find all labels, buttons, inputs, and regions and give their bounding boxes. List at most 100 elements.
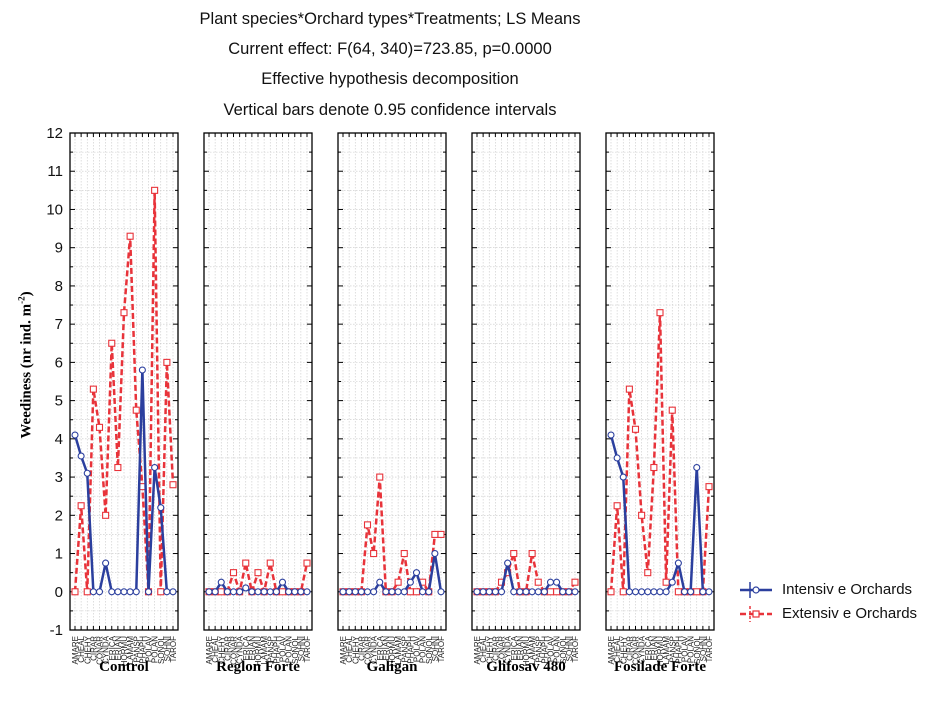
data-point-extensive	[229, 569, 238, 577]
data-point-intensive	[157, 504, 165, 512]
data-point-intensive	[260, 588, 268, 596]
x-tick-label: SONOL	[425, 635, 434, 664]
data-point-intensive	[376, 578, 384, 586]
legend-swatch-extensive	[740, 606, 772, 622]
x-tick-label: ERIAN	[650, 636, 659, 661]
data-point-extensive	[120, 309, 128, 317]
x-tick-label: ERICA	[108, 635, 117, 660]
x-tick-label: CHEHY	[485, 635, 494, 664]
x-tick-label: AMARE	[339, 636, 348, 664]
x-tick-label: SONOL	[559, 635, 568, 664]
x-tick-label: ERICA	[644, 635, 653, 660]
data-point-intensive	[437, 588, 445, 596]
title-line-4: Vertical bars denote 0.95 confidence int…	[223, 101, 557, 119]
data-point-intensive	[370, 588, 378, 596]
data-point-intensive	[528, 588, 536, 596]
data-point-extensive	[613, 502, 621, 510]
x-tick-label: SOHNI	[565, 636, 574, 661]
data-point-extensive	[363, 521, 372, 529]
x-tick-label: ERICA	[242, 635, 251, 660]
data-point-extensive	[157, 588, 165, 596]
y-tick-label: 3	[55, 469, 63, 486]
x-tick-label: PANSP	[400, 636, 409, 663]
x-tick-label: CYNDA	[236, 635, 245, 664]
x-tick-label: CONAR	[96, 636, 105, 665]
data-point-extensive	[571, 578, 579, 586]
x-tick-label: POLAN	[285, 636, 294, 663]
data-point-intensive	[705, 588, 713, 596]
x-tick-label: CHEHY	[217, 635, 226, 664]
data-point-intensive	[504, 559, 512, 567]
data-point-extensive	[644, 569, 652, 577]
data-point-extensive	[619, 588, 627, 596]
x-tick-label: CYNDA	[102, 635, 111, 664]
data-point-intensive	[285, 588, 293, 596]
x-tick-label: PHAPH	[406, 636, 415, 664]
data-point-intensive	[388, 588, 396, 596]
data-point-intensive	[540, 588, 548, 596]
data-point-extensive	[254, 569, 262, 577]
x-tick-label: PHAPH	[674, 636, 683, 664]
data-point-intensive	[102, 559, 110, 567]
legend-item-extensive: Extensiv e Orchards	[738, 602, 917, 626]
y-tick-label: 1	[55, 546, 63, 563]
x-tick-label: ERICA	[510, 635, 519, 660]
data-point-extensive	[638, 511, 646, 519]
x-tick-label: CHEAL	[345, 635, 354, 662]
x-tick-label: SOHNI	[297, 636, 306, 661]
data-point-intensive	[431, 549, 439, 558]
data-point-extensive	[510, 549, 518, 558]
data-point-intensive	[491, 588, 499, 596]
data-point-intensive	[497, 588, 506, 596]
y-tick-label: -1	[50, 622, 63, 639]
x-tick-label: ERIAN	[516, 636, 525, 661]
x-tick-label: SOHNI	[163, 636, 172, 661]
x-tick-label: CHEAL	[479, 635, 488, 662]
data-point-intensive	[613, 454, 621, 462]
legend-item-intensive: Intensiv e Orchards	[738, 578, 917, 602]
x-tick-label: TAROF	[437, 636, 446, 663]
data-point-intensive	[132, 588, 140, 596]
data-point-intensive	[400, 588, 408, 596]
data-point-extensive	[102, 511, 110, 519]
x-tick-label: POLAV	[413, 635, 422, 662]
data-point-extensive	[546, 588, 555, 596]
x-tick-label: POLAN	[151, 636, 160, 663]
data-point-extensive	[674, 588, 682, 596]
data-point-intensive	[89, 588, 97, 596]
data-point-intensive	[625, 588, 633, 596]
data-point-intensive	[510, 588, 518, 596]
x-tick-label: CIRAR	[89, 636, 98, 661]
data-point-intensive	[412, 569, 421, 577]
panel-label: Control	[99, 659, 149, 675]
legend: Intensiv e Orchards Extensiv e Orchards	[738, 578, 917, 626]
x-tick-label: ERIAN	[382, 636, 391, 661]
data-point-extensive	[412, 588, 421, 596]
data-point-intensive	[71, 431, 79, 439]
data-point-intensive	[126, 588, 134, 596]
x-tick-label: AMARE	[71, 636, 80, 664]
data-point-extensive	[114, 463, 122, 472]
legend-swatch-intensive	[740, 582, 772, 598]
x-tick-label: SONOL	[291, 635, 300, 664]
data-point-extensive	[242, 559, 250, 567]
data-point-intensive	[406, 578, 414, 586]
data-point-intensive	[278, 578, 287, 586]
data-point-intensive	[553, 578, 561, 586]
data-point-intensive	[242, 584, 250, 592]
data-point-extensive	[266, 559, 274, 567]
data-point-intensive	[546, 578, 555, 586]
y-tick-label: 0	[55, 584, 63, 601]
data-point-extensive	[668, 406, 676, 414]
data-point-intensive	[382, 588, 390, 596]
x-tick-label: ERIAN	[114, 636, 123, 661]
data-point-intensive	[565, 588, 573, 596]
x-tick-label: CONAR	[632, 636, 641, 665]
data-point-extensive	[656, 309, 664, 317]
y-tick-label: 12	[46, 125, 63, 142]
data-point-extensive	[650, 463, 658, 472]
panel-label: Glifosav 480	[486, 659, 566, 675]
x-tick-label: CONAR	[230, 636, 239, 665]
x-tick-label: TAROF	[705, 636, 714, 663]
data-point-intensive	[291, 588, 299, 596]
